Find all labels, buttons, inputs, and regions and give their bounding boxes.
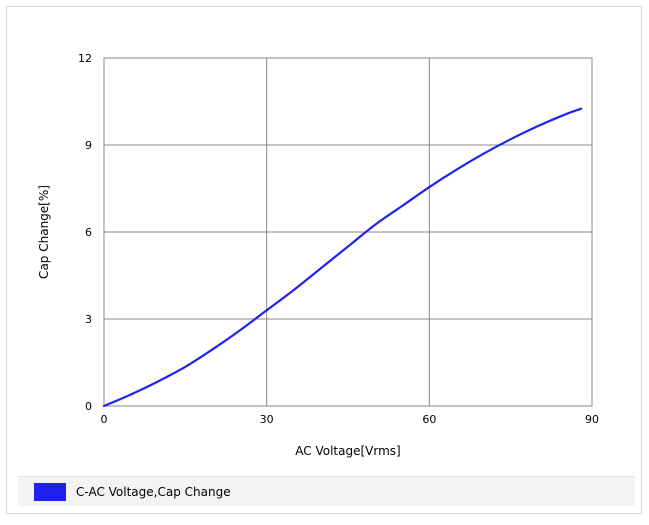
x-tick-label: 90: [585, 413, 599, 426]
x-axis-label: AC Voltage[Vrms]: [295, 444, 400, 458]
y-tick-labels: 0 3 6 9 12: [78, 52, 92, 413]
legend-swatch: [34, 482, 66, 501]
x-tick-label: 60: [422, 413, 436, 426]
legend-label: C-AC Voltage,Cap Change: [76, 484, 231, 499]
y-tick-label: 12: [78, 52, 92, 65]
y-tick-label: 9: [85, 139, 92, 152]
x-tick-label: 0: [101, 413, 108, 426]
y-tick-label: 0: [85, 400, 92, 413]
y-tick-label: 6: [85, 226, 92, 239]
x-tick-label: 30: [260, 413, 274, 426]
x-tick-labels: 0 30 60 90: [101, 413, 600, 426]
legend: C-AC Voltage,Cap Change: [18, 476, 635, 506]
y-axis-label: Cap Change[%]: [37, 185, 51, 279]
series-lines: [102, 107, 583, 408]
series-line-0: [102, 107, 583, 408]
y-tick-label: 3: [85, 313, 92, 326]
grid: [104, 58, 592, 406]
